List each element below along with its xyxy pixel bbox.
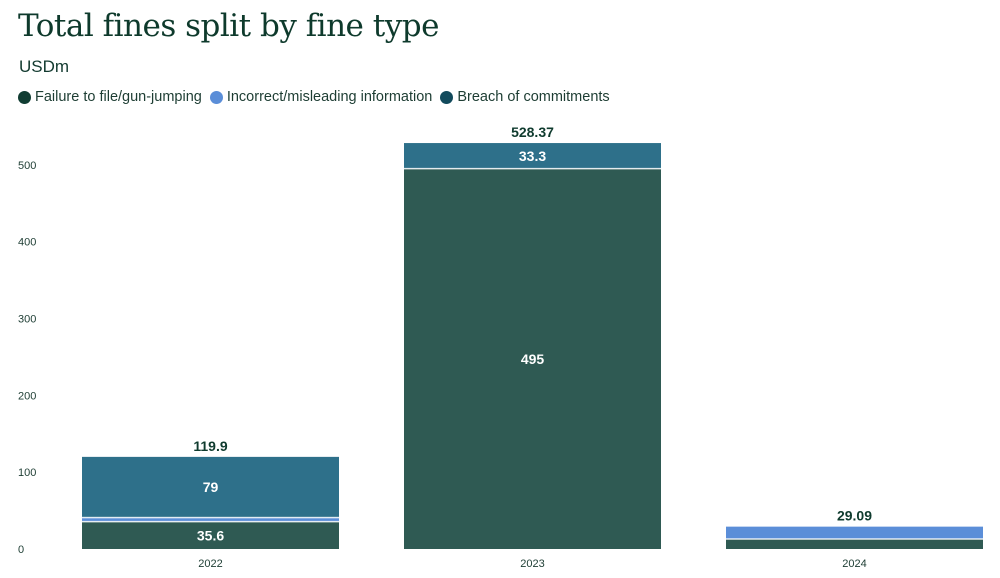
legend-dot-incorrect-information <box>209 90 223 104</box>
total-label-2022: 119.9 <box>193 438 227 454</box>
bar-segment-2024-1 <box>726 526 983 540</box>
y-tick-label-400: 400 <box>18 237 36 249</box>
bar-segment-2022-0 <box>82 521 339 549</box>
segment-label-2022-0: 35.6 <box>197 527 224 543</box>
legend-dot-breach-of-commitments <box>440 90 454 104</box>
x-tick-label-2023: 2023 <box>520 558 544 570</box>
legend-item-failure-to-file[interactable]: Failure to file/gun-jumping <box>18 89 202 105</box>
bar-segment-2022-2 <box>82 456 339 518</box>
segment-separator-2024-0 <box>726 538 983 540</box>
y-tick-label-200: 200 <box>18 390 36 402</box>
legend-label-failure-to-file: Failure to file/gun-jumping <box>35 89 202 105</box>
y-tick-label-0: 0 <box>18 544 24 556</box>
legend-item-breach-of-commitments[interactable]: Breach of commitments <box>440 89 610 105</box>
legend-item-incorrect-information[interactable]: Incorrect/misleading information <box>209 89 433 105</box>
y-tick-label-300: 300 <box>18 313 36 325</box>
segment-separator-2022-1 <box>82 516 339 519</box>
legend: Failure to file/gun-jumping Incorrect/mi… <box>18 89 618 105</box>
legend-dot-failure-to-file <box>18 90 31 104</box>
x-tick-label-2024: 2024 <box>842 558 866 570</box>
legend-label-incorrect-information: Incorrect/misleading information <box>226 89 433 105</box>
total-label-2024: 29.09 <box>837 508 872 524</box>
segment-label-2023-0: 495 <box>521 351 545 367</box>
bar-segment-2024-0 <box>726 539 983 549</box>
bar-segment-2023-2 <box>404 143 661 169</box>
x-tick-label-2022: 2022 <box>198 558 222 570</box>
segment-separator-2023-0 <box>404 167 661 170</box>
chart-subtitle: USDm <box>19 57 70 76</box>
legend-label-breach-of-commitments: Breach of commitments <box>457 89 610 105</box>
y-tick-label-100: 100 <box>18 467 36 479</box>
segment-label-2023-2: 33.3 <box>519 148 546 164</box>
segment-separator-2022-0 <box>82 520 339 523</box>
bar-segment-2022-1 <box>82 517 339 522</box>
total-label-2023: 528.37 <box>511 124 554 140</box>
segment-label-2022-2: 79 <box>203 479 219 495</box>
chart-title: Total fines split by fine type <box>18 8 439 44</box>
bar-segment-2023-0 <box>404 168 661 549</box>
y-tick-label-500: 500 <box>18 160 36 172</box>
